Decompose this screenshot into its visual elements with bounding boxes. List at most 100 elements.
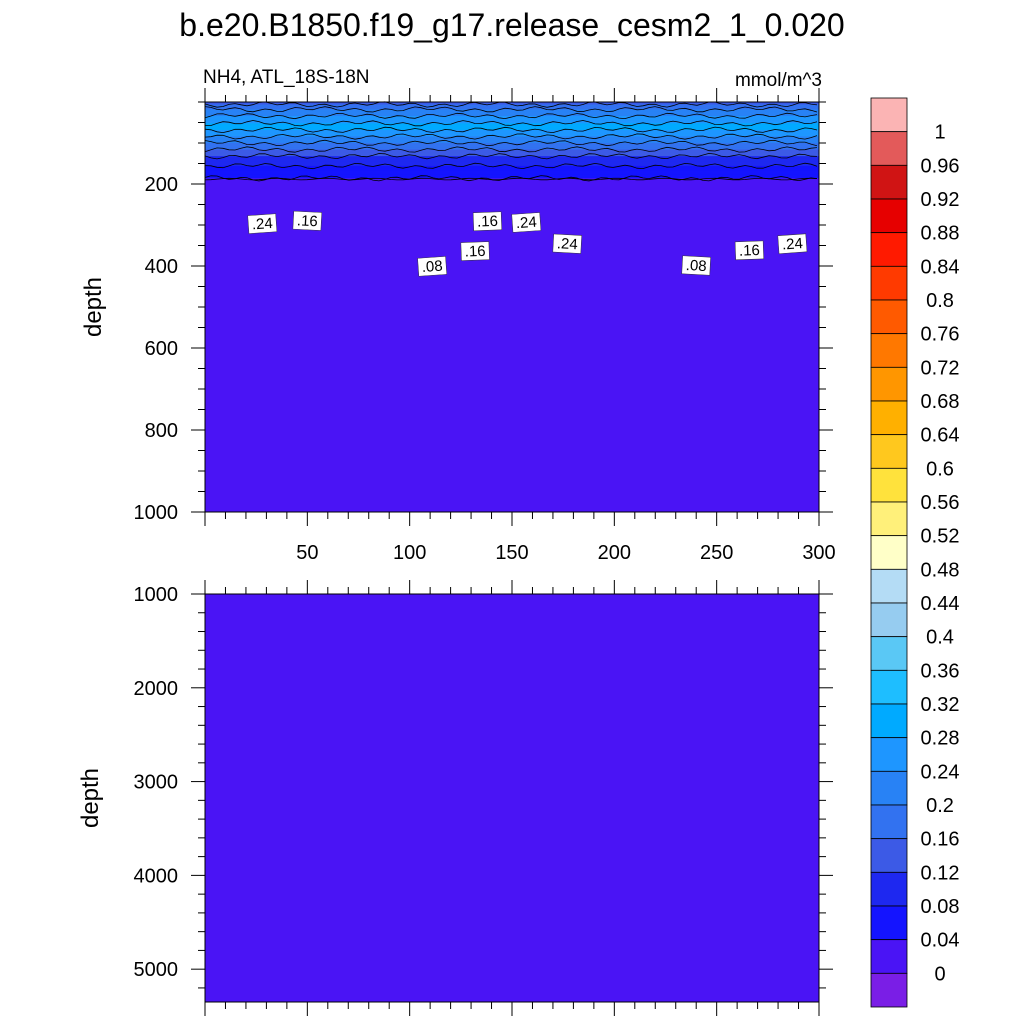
colorbar: 1 0.96 0.92 0.88 0.84 0.8 0.76 0.72 0.68 0.64 0.6 0… (870, 97, 960, 1008)
upper-band-cell (205, 119, 819, 121)
contour-label-box (681, 255, 711, 276)
colorbar-swatch (870, 198, 908, 234)
upper-band-cell (205, 129, 819, 131)
lower-field-background (205, 594, 819, 1002)
contour-label-box (511, 212, 542, 233)
upper-band-cell (205, 122, 819, 124)
contour-line (204, 126, 818, 134)
contour-label-text: .08 (421, 258, 443, 276)
colorbar-swatch (870, 164, 908, 200)
lower-y-axis: 1000 2000 3000 4000 5000 (134, 584, 833, 989)
upper-y-tick-label: 200 (145, 174, 178, 196)
upper-band-cell (205, 132, 819, 134)
subtitle-units: mmol/m^3 (735, 70, 822, 91)
contour-label-box (552, 233, 582, 254)
colorbar-label: 0.24 (921, 761, 960, 783)
contour-label: .16 (472, 211, 503, 231)
upper-x-tick-label: 50 (296, 542, 318, 564)
upper-band-cell (205, 179, 819, 181)
upper-band-cell (205, 161, 819, 164)
upper-band-cell (205, 130, 819, 133)
upper-band-cell (205, 160, 819, 162)
contour-line (204, 106, 818, 113)
contour-label-box (292, 210, 323, 231)
upper-band-cell (205, 102, 819, 104)
upper-x-tick-label: 300 (802, 542, 835, 564)
upper-band-cell (205, 145, 819, 147)
upper-band-cell (205, 111, 819, 113)
contour-label-box (247, 213, 278, 234)
upper-band-cell (205, 104, 819, 106)
upper-x-tick-label: 250 (700, 542, 733, 564)
upper-band-cell (205, 143, 819, 146)
upper-band-cell (205, 116, 819, 119)
contour-label-text: .16 (477, 213, 498, 231)
upper-band-cell (205, 106, 819, 108)
contour-line (204, 139, 818, 147)
colorbar-swatch (870, 501, 908, 537)
colorbar-label: 0.92 (921, 189, 960, 211)
colorbar-swatches (870, 97, 908, 1008)
upper-band-cell (205, 102, 819, 105)
contour-line (204, 152, 818, 160)
contour-label: .16 (734, 240, 764, 261)
upper-band-cell (205, 168, 819, 170)
upper-band-cell (205, 174, 819, 177)
contour-label-box (417, 256, 448, 277)
upper-band-cell (205, 164, 819, 166)
subtitle-variable-region: NH4, ATL_18S-18N (203, 67, 370, 88)
upper-band-cell (205, 170, 819, 173)
contour-line (204, 162, 818, 170)
upper-band-cell (205, 139, 819, 142)
lower-panel: 1000 2000 3000 4000 5000 depth (77, 580, 833, 1016)
colorbar-label: 0.68 (921, 391, 960, 413)
colorbar-label: 0.12 (921, 862, 960, 884)
upper-band-cell (205, 109, 819, 111)
colorbar-swatch (870, 535, 908, 570)
upper-band-cell (205, 138, 819, 140)
contour-label-text: .24 (515, 214, 537, 232)
upper-band-cell (205, 140, 819, 142)
colorbar-swatch (870, 265, 908, 301)
upper-y-axis-label: depth (80, 277, 107, 337)
contour-label: .16 (292, 210, 323, 231)
upper-x-axis: 50 100 150 200 250 300 (204, 88, 836, 564)
contour-label: .24 (247, 213, 278, 234)
upper-x-tick-label: 100 (393, 542, 426, 564)
upper-band-cell (205, 117, 819, 119)
colorbar-swatch (870, 939, 908, 974)
upper-band-cell (205, 126, 819, 129)
colorbar-swatch (870, 703, 908, 739)
upper-x-tick-label: 150 (495, 542, 528, 564)
upper-band-cell (205, 167, 819, 170)
lower-y-tick-label: 2000 (134, 678, 179, 700)
upper-band-cell (205, 156, 819, 159)
lower-x-axis (204, 580, 820, 1016)
colorbar-label: 0.64 (921, 425, 960, 447)
colorbar-label: 0 (934, 963, 945, 985)
upper-band-cell (205, 166, 819, 169)
colorbar-swatch (870, 737, 908, 772)
colorbar-label: 0.6 (926, 458, 954, 480)
upper-band-cell (205, 120, 819, 123)
colorbar-swatch (870, 770, 908, 806)
upper-band-cell (205, 111, 819, 114)
contour-line (204, 133, 818, 140)
contour-label-text: .24 (251, 215, 273, 233)
contour-label: .08 (417, 256, 448, 277)
colorbar-swatch (870, 905, 908, 941)
upper-contour-lines (204, 101, 818, 182)
colorbar-label: 0.88 (921, 223, 960, 245)
colorbar-swatch (870, 333, 908, 368)
upper-y-axis: 200 400 600 800 1000 (134, 101, 833, 524)
upper-band-cell (205, 153, 819, 156)
upper-y-tick-label: 400 (145, 256, 178, 278)
contour-label: .24 (511, 212, 542, 233)
upper-band-cell (205, 177, 819, 179)
colorbar-label: 0.36 (921, 660, 960, 682)
upper-band-cell (205, 131, 819, 133)
contour-line (205, 120, 818, 127)
colorbar-swatch (870, 636, 908, 671)
colorbar-label: 0.2 (926, 795, 954, 817)
